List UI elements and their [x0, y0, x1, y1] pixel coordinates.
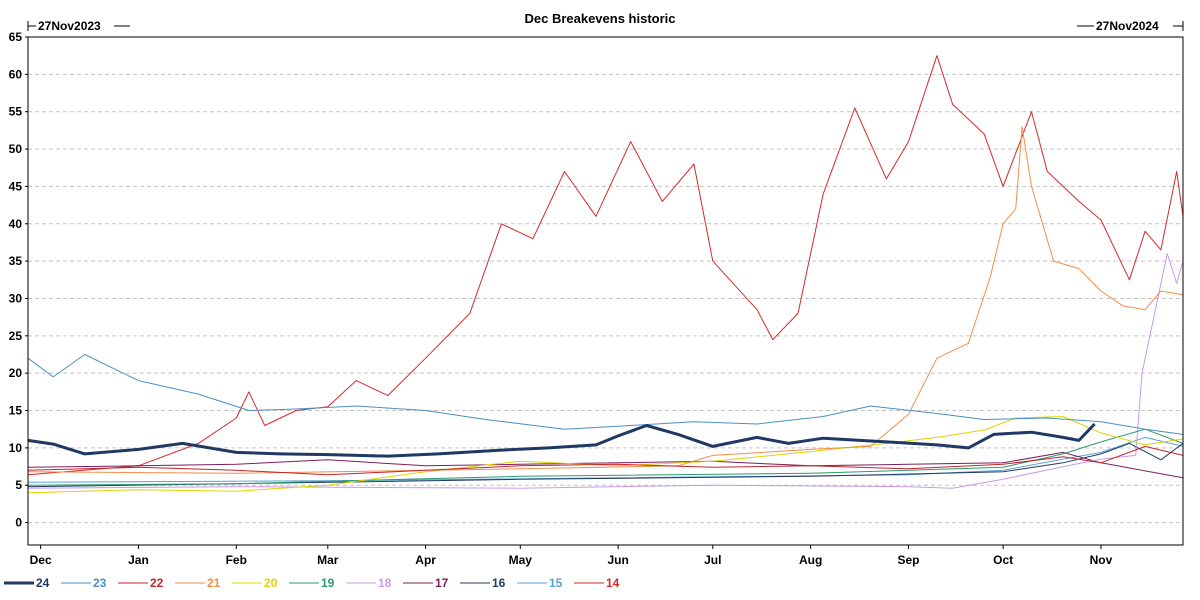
x-tick-label: Sep: [897, 553, 919, 567]
legend-label: 14: [606, 576, 620, 590]
chart-title: Dec Breakevens historic: [524, 11, 675, 26]
x-tick-label: Aug: [799, 553, 822, 567]
series-line-22: [27, 445, 1184, 476]
legend-item-21: 21: [175, 576, 221, 590]
x-tick-label: Jul: [704, 553, 721, 567]
legend-item-14: 14: [574, 576, 620, 590]
series-line-17: [27, 451, 1184, 479]
x-tick-label: Nov: [1090, 553, 1113, 567]
legend-label: 18: [378, 576, 392, 590]
series-lines: [27, 55, 1184, 494]
legend-item-24: 24: [4, 576, 50, 590]
y-tick-label: 60: [9, 67, 23, 81]
x-tick-label: May: [509, 553, 533, 567]
legend-label: 24: [36, 576, 50, 590]
date-range-end: 27Nov2024: [1077, 19, 1184, 33]
x-axis: Dec Jan Feb Mar Apr May Jun Jul Aug Sep Oct Nov: [30, 545, 1113, 567]
legend-label: 17: [435, 576, 449, 590]
legend-label: 23: [93, 576, 107, 590]
date-range-end-label: 27Nov2024: [1096, 19, 1159, 33]
series-line-23: [27, 354, 1184, 435]
series-line-24: [27, 422, 1096, 458]
gridlines: [28, 73, 1183, 524]
x-tick-label: Dec: [30, 553, 52, 567]
series-line-15: [27, 436, 1184, 483]
legend-item-15: 15: [517, 576, 563, 590]
legend-item-16: 16: [460, 576, 506, 590]
x-tick-label: Jun: [607, 553, 628, 567]
y-tick-label: 30: [9, 291, 23, 305]
y-tick-label: 55: [9, 105, 23, 119]
date-range-start: 27Nov2023: [27, 19, 130, 33]
plot-frame: [27, 36, 1184, 546]
series-line-19: [27, 428, 1184, 486]
legend-item-18: 18: [346, 576, 392, 590]
y-tick-label: 40: [9, 217, 23, 231]
legend-label: 15: [549, 576, 563, 590]
x-tick-label: Jan: [128, 553, 149, 567]
y-tick-label: 0: [15, 516, 22, 530]
legend-item-19: 19: [289, 576, 335, 590]
y-tick-label: 50: [9, 142, 23, 156]
series-line-14: [27, 55, 1184, 476]
legend-label: 19: [321, 576, 335, 590]
date-range-start-label: 27Nov2023: [38, 19, 101, 33]
legend-label: 22: [150, 576, 164, 590]
legend-item-22: 22: [118, 576, 164, 590]
legend-item-17: 17: [403, 576, 449, 590]
x-tick-label: Mar: [317, 553, 339, 567]
legend-label: 21: [207, 576, 221, 590]
legend-label: 20: [264, 576, 278, 590]
y-tick-label: 35: [9, 254, 23, 268]
legend-label: 16: [492, 576, 506, 590]
y-tick-label: 5: [15, 478, 22, 492]
y-tick-label: 15: [9, 404, 23, 418]
y-tick-label: 20: [9, 366, 23, 380]
series-line-18: [27, 253, 1184, 489]
x-tick-label: Apr: [415, 553, 436, 567]
y-axis: 0 5 10 15 20 25 30 35 40 45 50 55 60 65: [9, 30, 28, 530]
y-tick-label: 10: [9, 441, 23, 455]
x-tick-label: Feb: [226, 553, 247, 567]
y-tick-label: 25: [9, 329, 23, 343]
series-line-20: [27, 416, 1184, 494]
y-tick-label: 65: [9, 30, 23, 44]
series-line-21: [27, 126, 1184, 474]
series-line-16: [27, 442, 1184, 488]
x-tick-label: Oct: [993, 553, 1013, 567]
legend-item-23: 23: [61, 576, 107, 590]
legend-item-20: 20: [232, 576, 278, 590]
legend: 24 23 22 21 20 19 18 17 16 15 14: [4, 576, 620, 590]
y-tick-label: 45: [9, 179, 23, 193]
